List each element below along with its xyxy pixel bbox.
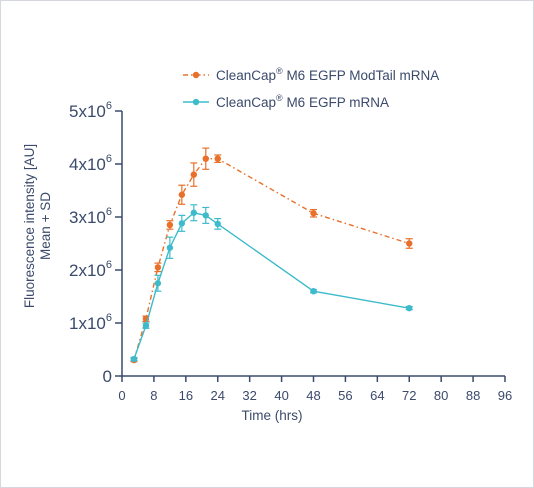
data-point [178, 191, 186, 198]
y-tick-label: 5x106 [69, 100, 112, 121]
x-tick-label: 96 [498, 388, 512, 403]
data-point [166, 244, 174, 251]
data-point [202, 212, 209, 219]
data-point [190, 209, 198, 216]
series-2 [130, 204, 413, 363]
data-point [130, 355, 138, 363]
x-tick-label: 8 [150, 388, 157, 403]
series-line [133, 211, 410, 360]
data-point [406, 240, 413, 247]
legend-marker [192, 71, 200, 79]
data-point [406, 304, 413, 312]
y-tick-label: 1x106 [69, 312, 112, 333]
x-tick-label: 48 [306, 388, 320, 403]
x-tick-label: 64 [370, 388, 384, 403]
y-tick-label: 0 [103, 367, 112, 386]
data-point [154, 264, 162, 271]
y-tick-label: 3x106 [69, 206, 112, 227]
x-tick-label: 80 [434, 388, 448, 403]
x-tick-label: 56 [338, 388, 352, 403]
x-tick-label: 72 [402, 388, 416, 403]
x-tick-label: 32 [242, 388, 256, 403]
data-point [154, 280, 162, 287]
axes: 0 8 16 24 32 40 48 56 64 72 80 88 96 0 1x106 2x106 3x106… [69, 100, 512, 403]
x-axis-label: Time (hrs) [242, 408, 303, 423]
data-point [178, 220, 186, 227]
series-1 [130, 147, 413, 364]
y-tick-label: 4x106 [69, 153, 112, 174]
data-point [214, 155, 221, 162]
data-point [310, 210, 317, 217]
legend-marker [192, 98, 200, 106]
data-point [190, 171, 198, 178]
legend-label: CleanCap® M6 EGFP ModTail mRNA [216, 66, 439, 83]
x-tick-label: 24 [211, 388, 225, 403]
data-point [142, 322, 150, 329]
x-tick-label: 0 [118, 388, 125, 403]
y-tick-label: 2x106 [69, 259, 112, 280]
series-line [133, 157, 410, 361]
x-tick-label: 88 [466, 388, 480, 403]
y-axis-label-line-1: Fluorescence intensity [AU] [22, 144, 37, 308]
x-tick-label: 16 [179, 388, 193, 403]
data-point [310, 288, 317, 295]
legend-entry-2: CleanCap® M6 EGFP mRNA [183, 93, 389, 110]
data-point [214, 220, 221, 228]
y-axis-label-line-2: Mean + SD [38, 192, 53, 260]
data-point [166, 221, 174, 229]
legend: CleanCap® M6 EGFP ModTail mRNA CleanCap® … [183, 66, 439, 110]
data-point [202, 155, 209, 162]
x-tick-label: 40 [274, 388, 288, 403]
series-layer [130, 147, 413, 364]
legend-label: CleanCap® M6 EGFP mRNA [216, 93, 389, 110]
legend-entry-1: CleanCap® M6 EGFP ModTail mRNA [183, 66, 439, 83]
